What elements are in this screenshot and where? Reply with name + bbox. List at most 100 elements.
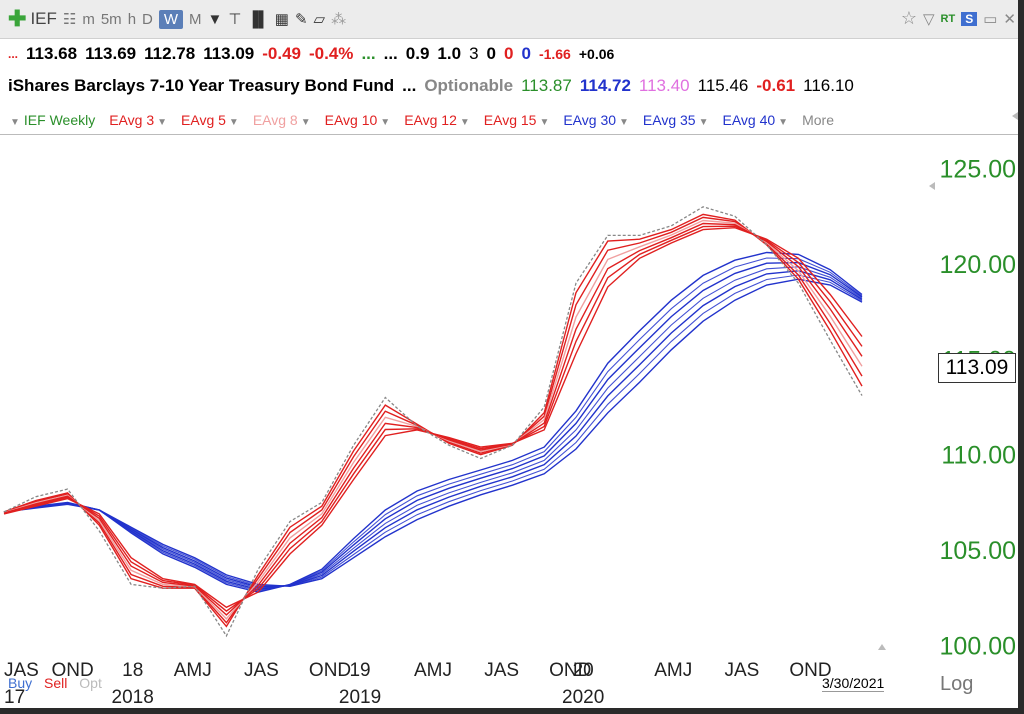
legend-label: EAvg 12 — [404, 112, 457, 128]
legend-item[interactable]: EAvg 15 ▼ — [484, 112, 550, 128]
legend-item[interactable]: EAvg 40 ▼ — [723, 112, 789, 128]
interval-5m[interactable]: 5m — [100, 10, 122, 28]
bottom-frame — [0, 708, 1024, 714]
x-tick-label: AMJ — [414, 660, 452, 681]
right-frame — [1018, 0, 1024, 714]
x-tick-label: JAS — [484, 660, 519, 681]
value-7: -1.66 — [538, 46, 571, 62]
rt-label[interactable]: RT — [940, 12, 956, 25]
pencil-icon[interactable]: ✎ — [294, 11, 308, 28]
last-price-box: 113.09 — [938, 353, 1016, 383]
add-icon[interactable]: ✚ — [8, 6, 27, 31]
legend-label: EAvg 40 — [722, 112, 776, 128]
high-value: 113.69 — [85, 44, 137, 63]
low-value: 112.78 — [144, 44, 196, 63]
legend-dropdown-icon[interactable]: ▼ — [300, 117, 311, 128]
y-tick-label: 120.00 — [940, 251, 1016, 279]
interval-m[interactable]: m — [82, 10, 95, 28]
interval-w[interactable]: W — [158, 9, 184, 29]
marker-icon — [929, 182, 935, 190]
scroll-down-icon — [878, 644, 886, 650]
table-icon[interactable]: ▦ — [274, 11, 289, 28]
legend-dropdown-icon[interactable]: ▼ — [228, 117, 239, 128]
interval-h[interactable]: h — [127, 10, 137, 28]
ticker-field[interactable]: IEF — [30, 9, 57, 28]
scroll-up-icon — [1012, 112, 1018, 120]
legend-item[interactable]: EAvg 5 ▼ — [181, 112, 239, 128]
value-1: 0.9 — [405, 44, 430, 63]
toolbar-right: ☆ ▽ RT S ▭ ✕ — [901, 8, 1016, 29]
dropdown-icon[interactable]: ▼ — [207, 10, 223, 28]
legend-item[interactable]: ▼ IEF Weekly — [10, 112, 95, 128]
value-3: 3 — [469, 44, 479, 63]
series-line-long-4 — [3, 278, 863, 588]
buy-sell-bar: Buy Sell Opt — [8, 675, 110, 691]
note-icon[interactable]: ▱ — [313, 11, 326, 28]
series-line-long-2 — [3, 261, 863, 591]
dots-mid: ... — [361, 44, 376, 63]
legend-dropdown-icon[interactable]: ▼ — [380, 117, 391, 128]
sell-button[interactable]: Sell — [44, 675, 68, 691]
toolbar: ✚ IEF ☷ m 5m h D W M ▼ ⊤ ▐▌ ▦ ✎ ▱ ⁂ ☆ ▽ … — [0, 0, 1024, 39]
value-4: 0 — [486, 44, 496, 63]
x-tick-label: JAS — [244, 660, 279, 681]
legend-item[interactable]: EAvg 3 ▼ — [109, 112, 167, 128]
legend-dropdown-icon[interactable]: ▼ — [10, 117, 20, 128]
x-tick-label: AMJ — [654, 660, 692, 681]
s-button[interactable]: S — [961, 11, 978, 26]
legend-dropdown-icon[interactable]: ▼ — [539, 117, 550, 128]
legend-item[interactable]: EAvg 8 ▼ — [253, 112, 311, 128]
fund-name: iShares Barclays 7-10 Year Treasury Bond… — [8, 76, 395, 95]
buy-button[interactable]: Buy — [8, 675, 33, 691]
x-tick-label: JAS — [4, 660, 39, 681]
y-tick-label: 125.00 — [940, 156, 1016, 184]
close-icon[interactable]: ✕ — [1003, 10, 1016, 28]
legend-dropdown-icon[interactable]: ▼ — [459, 117, 470, 128]
share-icon[interactable]: ⁂ — [331, 11, 347, 28]
value-8: +0.06 — [578, 46, 615, 62]
legend-label: More — [802, 112, 834, 128]
interval-d[interactable]: D — [142, 10, 153, 28]
legend-item[interactable]: More — [802, 112, 834, 128]
price-4: 115.46 — [697, 76, 749, 95]
dots-mid-2: ... — [383, 44, 398, 63]
legend-dropdown-icon[interactable]: ▼ — [698, 117, 709, 128]
value-5: 0 — [504, 44, 514, 63]
series-line-short-5 — [3, 225, 863, 612]
x-year-label: 17 — [4, 687, 25, 708]
x-tick-label: AMJ — [174, 660, 212, 681]
legend-item[interactable]: EAvg 10 ▼ — [325, 112, 391, 128]
legend-label: EAvg 10 — [324, 112, 378, 128]
series-line-short-1 — [3, 213, 863, 628]
x-year-label: 20 — [573, 660, 594, 681]
legend-label: EAvg 15 — [483, 112, 537, 128]
legend-dropdown-icon[interactable]: ▼ — [619, 117, 629, 128]
text-tool-icon[interactable]: ⊤ — [228, 11, 242, 28]
y-tick-label: 105.00 — [940, 537, 1016, 565]
legend-label: EAvg 30 — [563, 112, 617, 128]
legend-dropdown-icon[interactable]: ▼ — [778, 117, 789, 128]
change-pct-value: -0.4% — [309, 44, 354, 63]
series-line-long-mid-3 — [3, 274, 863, 587]
window-icon[interactable]: ▭ — [983, 10, 998, 28]
legend-dropdown-icon[interactable]: ▼ — [157, 117, 168, 128]
x-tick-label: OND — [549, 660, 591, 681]
price-2: 114.72 — [579, 76, 631, 95]
legend-item[interactable]: EAvg 30 ▼ — [563, 112, 629, 128]
x-tick-label: OND — [52, 660, 94, 681]
legend-item[interactable]: EAvg 35 ▼ — [643, 112, 709, 128]
series-line-short-2 — [3, 216, 863, 624]
log-scale-toggle[interactable]: Log — [940, 673, 974, 695]
legend-label: EAvg 5 — [181, 112, 226, 128]
interval-m-monthly[interactable]: M — [189, 10, 202, 28]
quote-line-2: iShares Barclays 7-10 Year Treasury Bond… — [0, 72, 1024, 100]
date-box[interactable]: 3/30/2021 — [822, 675, 885, 692]
bar-chart-icon[interactable]: ▐▌ — [247, 10, 269, 28]
legend-item[interactable]: EAvg 12 ▼ — [404, 112, 470, 128]
opt-button[interactable]: Opt — [79, 675, 102, 691]
flag-icon[interactable]: ▽ — [923, 10, 935, 28]
quote-line-1: ... 113.68 113.69 112.78 113.09 -0.49 -0… — [0, 40, 1024, 68]
grid-icon[interactable]: ☷ — [62, 11, 77, 28]
star-icon[interactable]: ☆ — [900, 8, 917, 28]
